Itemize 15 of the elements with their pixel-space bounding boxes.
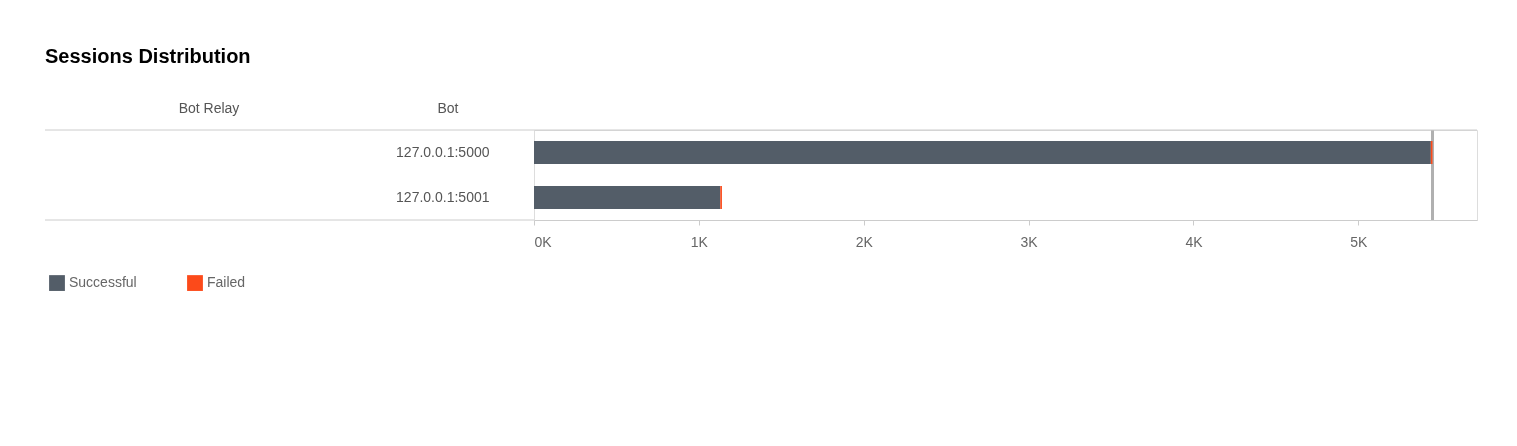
legend-label: Failed <box>207 274 246 291</box>
text: Bot Relay <box>178 100 240 116</box>
text: Sessions Distribution <box>45 45 251 67</box>
x-tick-label: 1K <box>690 233 709 250</box>
x-tick-label: 0K <box>534 233 553 250</box>
bar <box>534 141 1431 164</box>
bar <box>534 186 721 209</box>
x-tick-label: 3K <box>1020 233 1039 250</box>
y-tick-label: 127.0.0.1:5001 <box>396 188 490 205</box>
y-tick-label: 127.0.0.1:5000 <box>396 143 490 160</box>
x-tick-label: 2K <box>855 233 874 250</box>
y-axis-title: Bot <box>437 100 459 116</box>
x-tick-label: 4K <box>1185 233 1204 250</box>
x-tick-label: 5K <box>1350 233 1369 250</box>
legend-label: Successful <box>69 274 137 291</box>
